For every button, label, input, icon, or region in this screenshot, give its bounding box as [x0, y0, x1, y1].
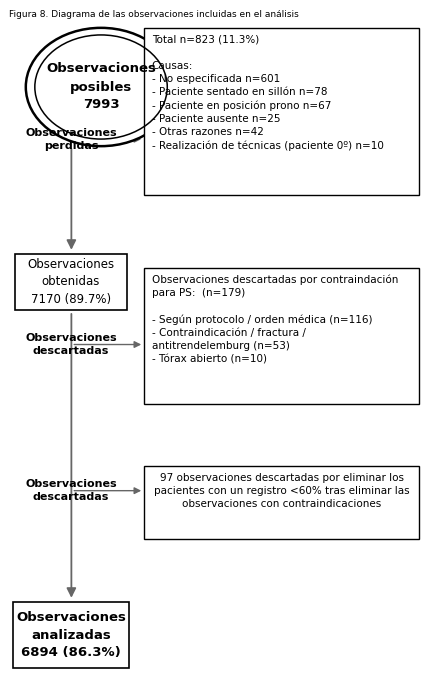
Text: Figura 8. Diagrama de las observaciones incluidas en el análisis: Figura 8. Diagrama de las observaciones …	[9, 10, 298, 19]
Text: Observaciones
perdidas: Observaciones perdidas	[25, 128, 117, 150]
Ellipse shape	[26, 28, 176, 146]
Text: Observaciones
analizadas
6894 (86.3%): Observaciones analizadas 6894 (86.3%)	[16, 611, 126, 659]
Text: Observaciones
descartadas: Observaciones descartadas	[25, 333, 117, 356]
FancyBboxPatch shape	[144, 28, 419, 195]
FancyBboxPatch shape	[15, 254, 127, 310]
FancyBboxPatch shape	[144, 466, 419, 539]
Text: 97 observaciones descartadas por eliminar los
pacientes con un registro <60% tra: 97 observaciones descartadas por elimina…	[154, 473, 409, 509]
FancyBboxPatch shape	[144, 268, 419, 404]
Text: Observaciones
obtenidas
7170 (89.7%): Observaciones obtenidas 7170 (89.7%)	[28, 258, 114, 306]
Text: Observaciones
posibles
7993: Observaciones posibles 7993	[46, 63, 156, 111]
Text: Total n=823 (11.3%)

Causas:
- No especificada n=601
- Paciente sentado en silló: Total n=823 (11.3%) Causas: - No especif…	[152, 35, 384, 150]
Text: Observaciones
descartadas: Observaciones descartadas	[25, 480, 117, 502]
FancyBboxPatch shape	[13, 602, 129, 668]
Text: Observaciones descartadas por contraindación
para PS:  (n=179)

- Según protocol: Observaciones descartadas por contrainda…	[152, 275, 398, 364]
